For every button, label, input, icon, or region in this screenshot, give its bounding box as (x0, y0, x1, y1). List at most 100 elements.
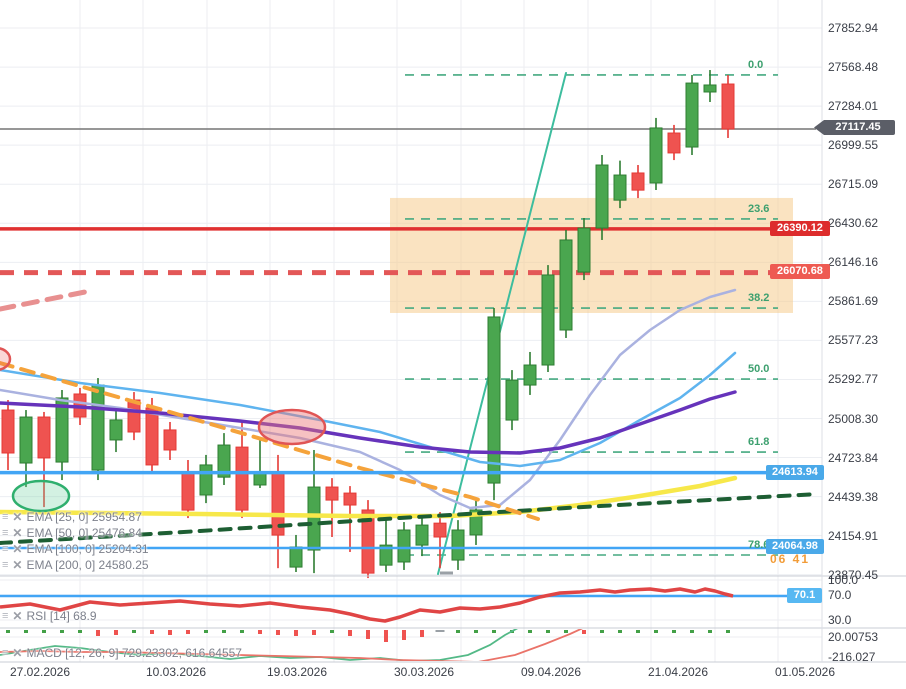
indicator-axis-label: 30.0 (828, 613, 852, 627)
macd-histogram-bar (564, 630, 568, 633)
macd-histogram-bar (366, 630, 370, 639)
candle-body-up (703, 84, 717, 93)
candle-body-up (19, 416, 33, 464)
candle-body-up (595, 164, 609, 229)
macd-histogram-bar (384, 630, 388, 642)
impulse-line-teal[interactable] (437, 72, 567, 575)
legend-row-ema200: ≡ ✕ EMA [200, 0] 24580.25 (2, 558, 149, 572)
indicator-settings-icon[interactable]: ≡ (2, 609, 9, 622)
indicator-axis-label: 70.0 (828, 588, 852, 602)
macd-signal-line (0, 629, 583, 661)
ema-50-line (0, 351, 737, 468)
indicator-label-ema25: EMA [25, 0] 25954.87 (26, 510, 142, 524)
candle-body-up (487, 316, 501, 484)
trendline-salmon-dashed[interactable] (0, 289, 88, 312)
candle-body-up (649, 127, 663, 184)
price-axis-label: 26715.09 (828, 177, 879, 192)
ellipse-annotation-left-edge[interactable] (0, 347, 12, 371)
macd-histogram-bar (24, 630, 28, 633)
candle-body-down (433, 522, 447, 538)
indicator-close-icon[interactable]: ✕ (12, 646, 23, 660)
candle-body-down (721, 83, 735, 130)
macd-histogram-bar (435, 630, 445, 632)
macd-histogram-bar (294, 630, 298, 636)
price-axis-label: 24439.38 (828, 489, 879, 504)
macd-histogram-bar (186, 630, 190, 634)
price-badge-24064.98[interactable]: 24064.98 (766, 539, 824, 554)
fib-level-label-38.2: 38.2 (748, 292, 770, 305)
fib-price-label-fragment: 06 41 (770, 552, 811, 566)
ellipse-annotation-red[interactable] (257, 408, 327, 446)
legend-row-macd: ≡ ✕ MACD [12, 26, 9] 729.23302, 616.6455… (2, 646, 242, 660)
indicator-close-icon[interactable]: ✕ (12, 609, 23, 623)
candle-body-down (631, 172, 645, 191)
macd-histogram-bar (672, 630, 676, 633)
price-axis-label: 24154.91 (828, 528, 879, 543)
candle-body-down (361, 509, 375, 574)
candle-body-up (199, 464, 213, 496)
candle-body-up (91, 384, 105, 471)
candle-body-up (415, 524, 429, 546)
indicator-close-icon[interactable]: ✕ (12, 510, 23, 524)
macd-histogram-bar (600, 630, 604, 633)
trendline-orange-dashed[interactable] (0, 361, 540, 521)
price-badge-24613.94[interactable]: 24613.94 (766, 465, 824, 480)
candle-body-up (217, 444, 231, 478)
fib-zone[interactable] (390, 197, 793, 313)
ema-25-line (0, 288, 737, 510)
price-badge-27117.45[interactable]: 27117.45 (814, 120, 895, 135)
trendline-green-dashed[interactable] (0, 492, 820, 545)
macd-histogram-bar (582, 630, 586, 634)
indicator-settings-icon[interactable]: ≡ (2, 526, 9, 539)
indicator-close-icon[interactable]: ✕ (12, 542, 23, 556)
indicator-settings-icon[interactable]: ≡ (2, 510, 9, 523)
fib-level-label-78.6: 78.6 (748, 538, 770, 551)
price-axis-label: 27284.01 (828, 99, 879, 114)
candle-body-down (667, 132, 681, 154)
fib-level-label-23.6: 23.6 (748, 202, 770, 215)
date-axis-label: 19.03.2026 (266, 665, 328, 679)
date-axis-label: 10.03.2026 (145, 665, 207, 679)
indicator-axis-label: 20.00753 (828, 630, 879, 644)
price-badge-70.1[interactable]: 70.1 (787, 588, 822, 603)
price-axis-label: 25008.30 (828, 411, 879, 426)
date-axis-label: 30.03.2026 (393, 665, 455, 679)
indicator-close-icon[interactable]: ✕ (12, 526, 23, 540)
indicator-axis-label: 100.0 (828, 573, 859, 587)
fib-level-label-50.0: 50.0 (748, 363, 770, 375)
macd-histogram-bar (78, 630, 82, 633)
macd-histogram-bar (150, 630, 154, 634)
candle-body-up (559, 239, 573, 331)
macd-histogram-bar (456, 630, 460, 633)
indicator-close-icon[interactable]: ✕ (12, 558, 23, 572)
indicator-label-macd: MACD [12, 26, 9] 729.23302, 616.64557 (26, 646, 242, 660)
macd-histogram-bar (6, 630, 10, 633)
price-badge-26390.12[interactable]: 26390.12 (770, 221, 830, 236)
price-axis-label: 25861.69 (828, 294, 879, 309)
candle-body-up (523, 364, 537, 386)
candle-body-up (451, 529, 465, 561)
price-badge-26070.68[interactable]: 26070.68 (770, 264, 830, 279)
indicator-settings-icon[interactable]: ≡ (2, 646, 9, 659)
macd-histogram-bar (618, 630, 622, 633)
candle-body-down (325, 486, 339, 501)
candle-body-down (145, 407, 159, 466)
macd-histogram-bar (636, 630, 640, 633)
macd-histogram-bar (168, 630, 172, 635)
ellipse-annotation-green[interactable] (11, 479, 71, 513)
candle-body-down (1, 409, 15, 454)
candle-body-up (109, 419, 123, 441)
macd-histogram-bar (654, 630, 658, 633)
indicator-label-ema50: EMA [50, 0] 25476.84 (26, 526, 142, 540)
price-axis-label: 26999.55 (828, 138, 879, 153)
candle-body-up (253, 472, 267, 486)
macd-histogram-bar (528, 630, 532, 633)
macd-histogram-bar (708, 630, 712, 633)
date-axis-label: 21.04.2026 (647, 665, 709, 679)
plot-area (0, 0, 822, 662)
macd-histogram-bar (276, 630, 280, 635)
indicator-settings-icon[interactable]: ≡ (2, 542, 9, 555)
price-axis-label: 25292.77 (828, 372, 879, 387)
indicator-settings-icon[interactable]: ≡ (2, 558, 9, 571)
